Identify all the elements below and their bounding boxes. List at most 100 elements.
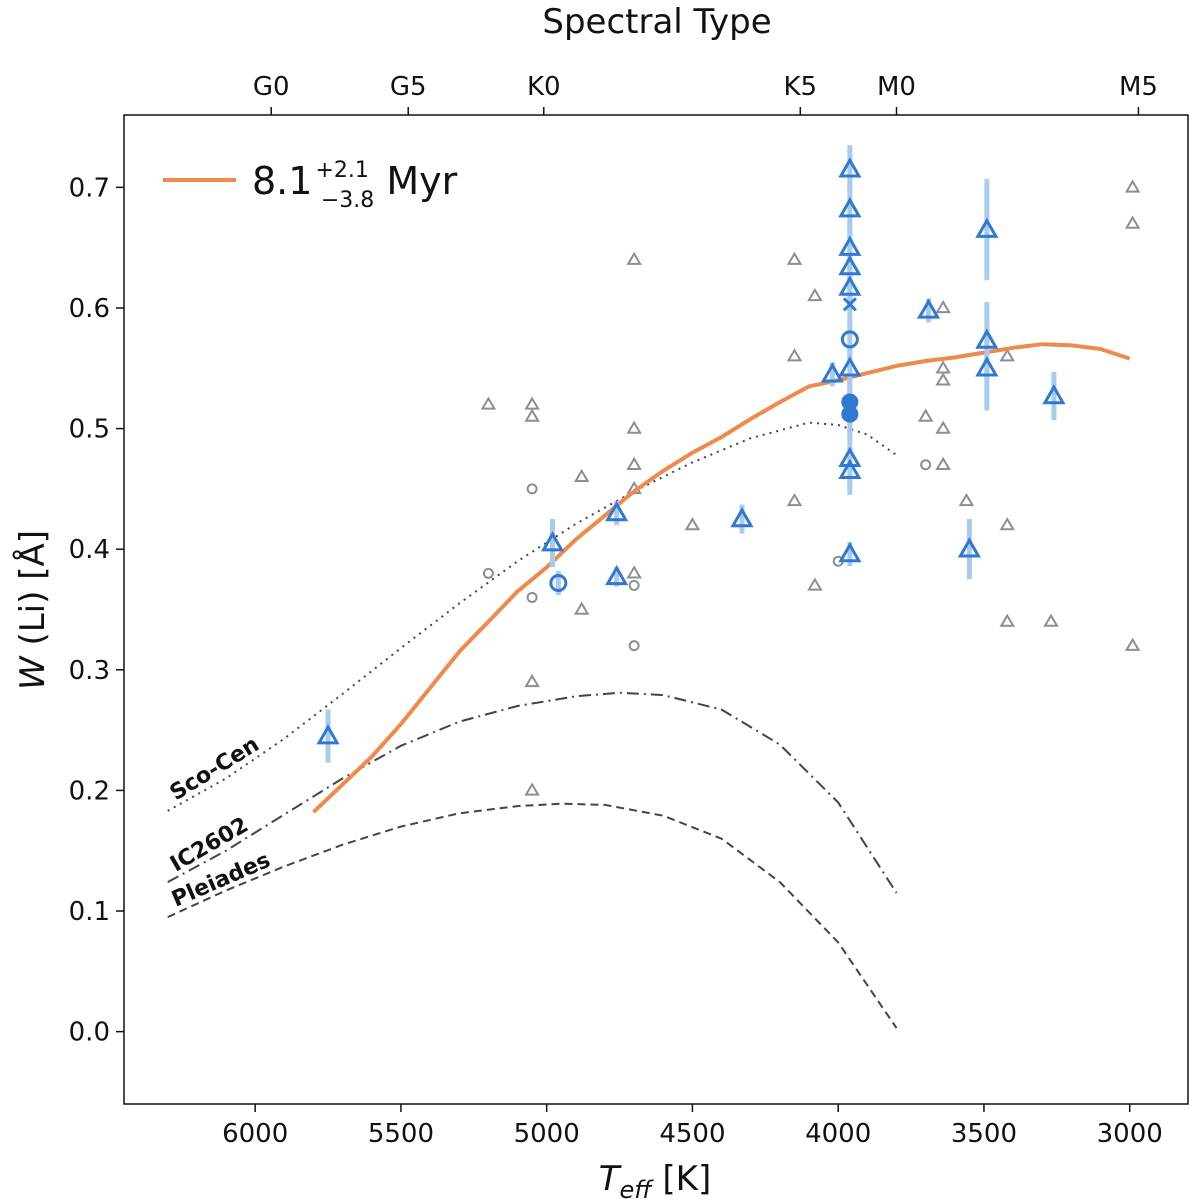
field-star-triangle bbox=[626, 420, 642, 434]
field-star-circle bbox=[628, 579, 640, 591]
member-star-triangle bbox=[838, 446, 862, 467]
field-star-triangle bbox=[626, 251, 642, 265]
member-star-circle bbox=[840, 330, 859, 349]
top-axis-title: Spectral Type bbox=[542, 2, 771, 42]
legend-age-upper: +2.1 bbox=[315, 158, 368, 183]
field-star-circle bbox=[920, 459, 932, 471]
field-star-triangle bbox=[524, 673, 540, 688]
x-axis-main: T bbox=[599, 1159, 622, 1199]
field-star-triangle bbox=[480, 396, 497, 410]
field-star-triangle bbox=[935, 456, 951, 470]
y-tick-label: 0.5 bbox=[69, 415, 110, 445]
x-tick-label: 4500 bbox=[659, 1119, 725, 1149]
member-star-triangle bbox=[540, 531, 565, 552]
field-star-triangle bbox=[684, 517, 701, 531]
member-star-triangle bbox=[820, 362, 844, 383]
member-star-triangle bbox=[975, 328, 999, 349]
member-star-cross bbox=[842, 297, 857, 312]
field-star-triangle bbox=[935, 372, 951, 386]
field-star-triangle bbox=[999, 613, 1016, 627]
field-star-triangle bbox=[1124, 179, 1141, 193]
member-star-triangle bbox=[838, 356, 862, 377]
spectral-tick-label: K5 bbox=[783, 72, 817, 102]
field-star-triangle bbox=[935, 420, 951, 434]
field-star-triangle bbox=[807, 577, 823, 591]
x-axis-sub: eff bbox=[620, 1176, 655, 1202]
x-tick-label: 3000 bbox=[1097, 1119, 1163, 1149]
member-star-triangle bbox=[838, 254, 862, 276]
member-star-triangle bbox=[838, 458, 862, 480]
field-star-triangle bbox=[626, 456, 642, 470]
member-star-triangle bbox=[605, 564, 629, 586]
x-tick-label: 5500 bbox=[368, 1119, 434, 1149]
member-star-triangle bbox=[730, 507, 754, 528]
member-star-triangle bbox=[838, 541, 862, 563]
member-star-triangle bbox=[838, 275, 862, 296]
y-axis-title: W (Li) [Å] bbox=[12, 530, 53, 690]
legend-label: 8.1 +2.1 −3.8 Myr bbox=[252, 158, 458, 213]
spectral-tick-label: M5 bbox=[1119, 72, 1158, 102]
field-star-circle bbox=[526, 483, 538, 495]
member-star-triangle bbox=[838, 197, 862, 218]
field-star-triangle bbox=[807, 287, 823, 302]
reference-curve-pleiades bbox=[167, 802, 898, 1029]
field-star-triangle bbox=[917, 408, 934, 422]
field-star-triangle bbox=[935, 360, 951, 374]
member-star-triangle bbox=[916, 298, 941, 319]
spectral-tick-label: K0 bbox=[527, 72, 561, 102]
reference-curve-ic2602 bbox=[167, 691, 898, 894]
x-tick-label: 3500 bbox=[951, 1119, 1017, 1149]
x-axis-title: Teff [K] bbox=[599, 1159, 712, 1202]
legend: 8.1 +2.1 −3.8 Myr bbox=[163, 158, 458, 213]
member-star-triangle bbox=[975, 217, 999, 238]
y-tick-label: 0.7 bbox=[69, 173, 110, 203]
reference-curve-label: Sco-Cen bbox=[166, 732, 264, 806]
field-star-circle bbox=[482, 567, 494, 579]
legend-age-lower: −3.8 bbox=[321, 188, 374, 213]
spectral-tick-label: M0 bbox=[877, 72, 916, 102]
reference-curve-sco-cen bbox=[167, 421, 898, 812]
spectral-type-axis: G0 G5 K0 K5 M0 M5 bbox=[253, 72, 1158, 115]
y-axis-rest: (Li) [Å] bbox=[12, 530, 53, 656]
x-tick-label: 4000 bbox=[805, 1119, 871, 1149]
field-star-triangle bbox=[1124, 637, 1141, 651]
x-tick-label: 5000 bbox=[514, 1119, 580, 1149]
y-tick-label: 0.2 bbox=[69, 776, 110, 806]
member-star-triangle bbox=[605, 500, 629, 522]
field-star-triangle bbox=[1124, 215, 1141, 229]
field-star-triangle bbox=[958, 492, 975, 507]
member-star-triangle bbox=[316, 724, 340, 745]
field-star-triangle bbox=[786, 492, 803, 507]
model-curve bbox=[312, 342, 1131, 814]
field-star-triangle bbox=[626, 565, 642, 579]
y-tick-label: 0.4 bbox=[69, 535, 110, 565]
field-star-triangle bbox=[999, 517, 1016, 531]
member-star-triangle bbox=[957, 537, 981, 558]
y-tick-label: 0.3 bbox=[69, 656, 110, 686]
y-axis-main: W bbox=[13, 655, 53, 690]
member-star-triangle bbox=[838, 235, 862, 256]
field-star-triangle bbox=[999, 348, 1016, 362]
spectral-tick-label: G0 bbox=[253, 72, 290, 102]
plot-frame bbox=[123, 114, 1189, 1105]
field-star-triangle bbox=[786, 348, 803, 362]
x-axis-unit: [K] bbox=[652, 1159, 712, 1199]
member-star-circle bbox=[549, 573, 568, 592]
y-tick-label: 0.6 bbox=[69, 294, 110, 324]
model-curve-layer bbox=[312, 342, 1131, 814]
field-star-triangle bbox=[524, 782, 540, 796]
member-stars bbox=[316, 145, 1066, 763]
x-tick-label: 6000 bbox=[222, 1119, 288, 1149]
member-star-filled bbox=[841, 405, 859, 423]
field-star-triangle bbox=[573, 468, 590, 483]
field-star-circle bbox=[628, 640, 640, 652]
field-star-triangle bbox=[524, 396, 540, 410]
field-stars bbox=[480, 179, 1141, 796]
axes-ticks: 6000 5500 5000 4500 4000 3500 3000 0.0 0.1 0.2 0.3… bbox=[69, 173, 1163, 1149]
field-star-triangle bbox=[1043, 613, 1059, 627]
field-star-triangle bbox=[935, 300, 951, 314]
y-tick-label: 0.1 bbox=[69, 897, 110, 927]
y-tick-label: 0.0 bbox=[69, 1018, 110, 1048]
spectral-tick-label: G5 bbox=[390, 72, 427, 102]
